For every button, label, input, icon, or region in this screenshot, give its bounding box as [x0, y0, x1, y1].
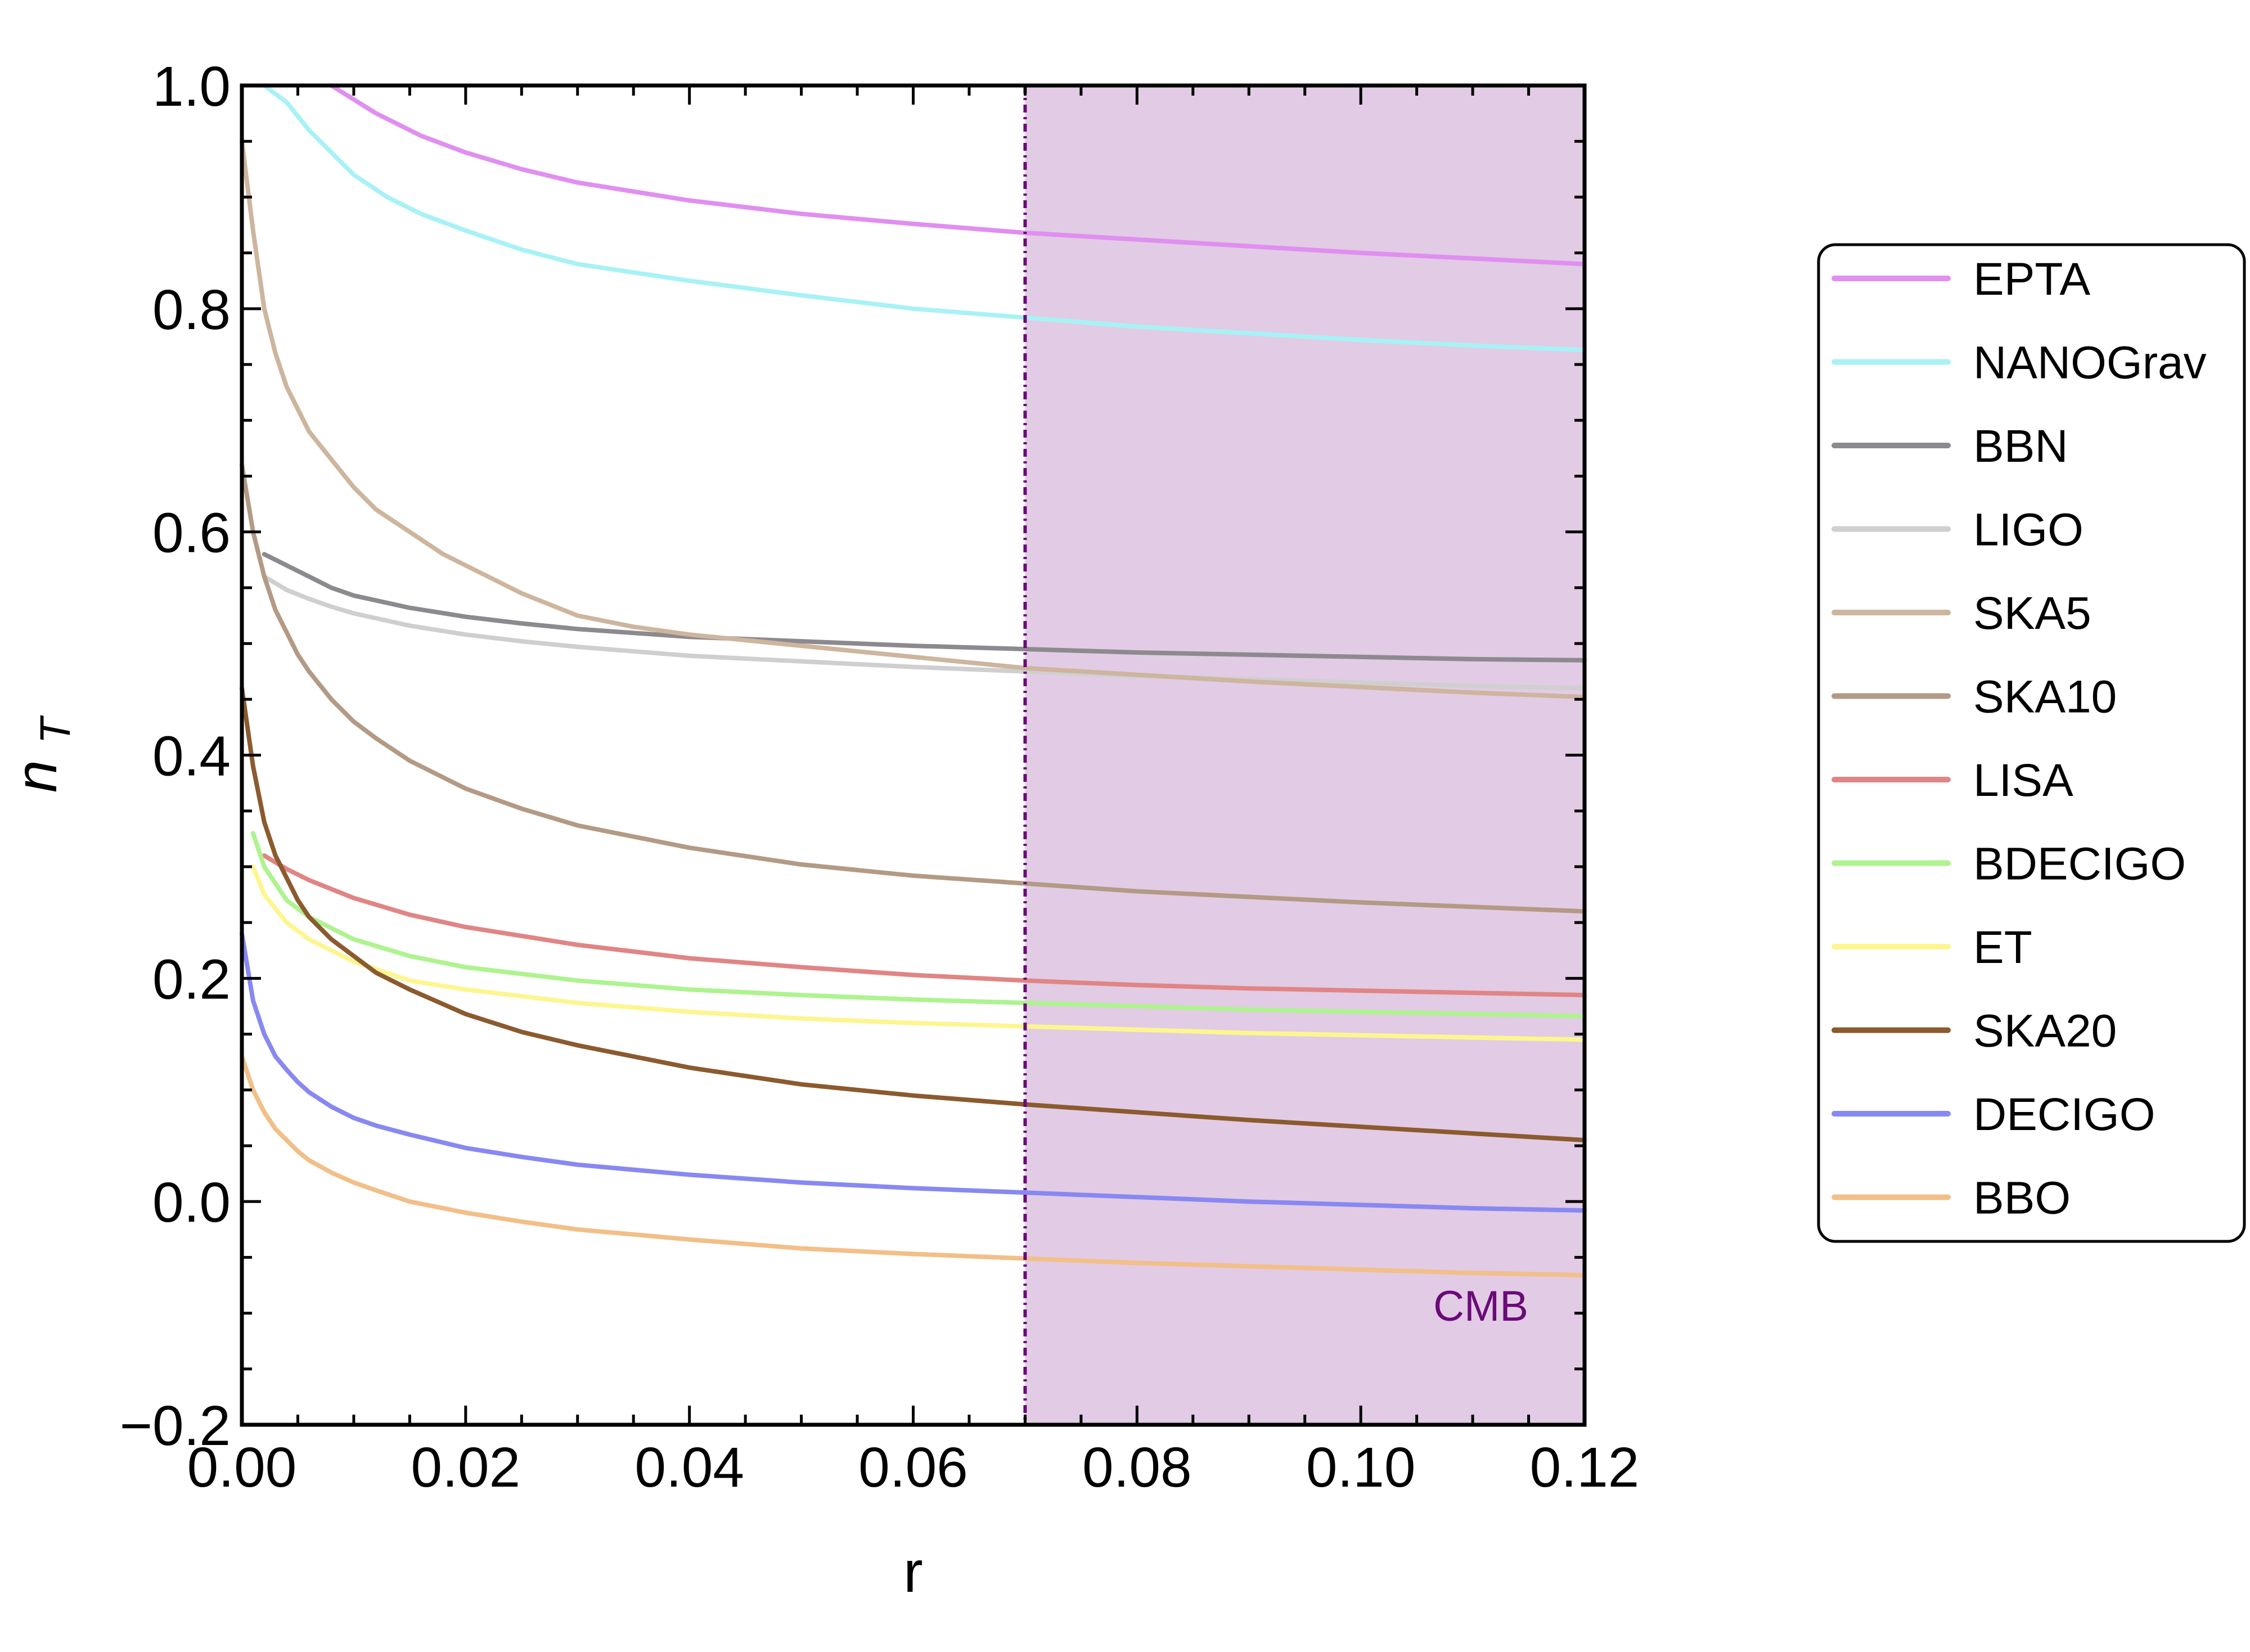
legend-label-ska20: SKA20	[1973, 1006, 2117, 1057]
x-tick-label: 0.00	[187, 1436, 297, 1499]
x-axis-ticks: 0.00 0.02 0.04 0.06 0.08 0.10 0.12	[187, 85, 1640, 1499]
plot-area: CMB	[240, 83, 1587, 1427]
legend: EPTA NANOGrav BBN LIGO SKA5 SKA10 LISA BDECIGO E…	[1817, 243, 2246, 1243]
y-axis-ticks: −0.2 0.0 0.2 0.4 0.6 0.8 1.0	[120, 55, 1585, 1457]
y-tick-label: 1.0	[152, 55, 231, 118]
series-line-decigo	[240, 931, 1587, 1213]
cmb-label: CMB	[1433, 1282, 1528, 1330]
x-tick-label: 0.12	[1530, 1436, 1640, 1499]
series-line-bbo	[240, 1054, 1587, 1278]
legend-label-et: ET	[1973, 922, 2032, 973]
legend-label-lisa: LISA	[1973, 755, 2073, 806]
x-tick-label: 0.06	[858, 1436, 968, 1499]
x-axis-label: r	[903, 1540, 923, 1605]
legend-label-nanograv: NANOGrav	[1973, 337, 2207, 389]
legend-label-ska10: SKA10	[1973, 672, 2117, 723]
series-line-ligo	[262, 574, 1587, 691]
legend-box	[1817, 243, 2246, 1243]
legend-label-bdecigo: BDECIGO	[1973, 839, 2186, 890]
series-line-nanograv	[262, 83, 1587, 353]
series-line-et	[250, 864, 1587, 1042]
series-line-epta	[329, 83, 1587, 267]
series-line-ska20	[240, 686, 1587, 1142]
legend-items: EPTA NANOGrav BBN LIGO SKA5 SKA10 LISA BDECIGO E…	[1832, 254, 2207, 1224]
cmb-shaded-region	[1025, 85, 1585, 1425]
y-axis-label-subscript: T	[32, 715, 79, 744]
x-tick-label: 0.04	[634, 1436, 744, 1499]
y-axis-label: n T	[4, 715, 79, 793]
legend-label-bbo: BBO	[1973, 1173, 2071, 1224]
x-tick-label: 0.10	[1306, 1436, 1416, 1499]
series-line-lisa	[262, 853, 1587, 998]
y-tick-label: 0.4	[152, 725, 231, 788]
y-tick-label: 0.0	[152, 1171, 231, 1234]
x-tick-label: 0.08	[1082, 1436, 1192, 1499]
legend-label-bbn: BBN	[1973, 421, 2068, 472]
series-layer	[240, 83, 1587, 1278]
legend-label-ligo: LIGO	[1973, 505, 2084, 556]
y-tick-label: −0.2	[120, 1394, 231, 1457]
series-line-ska5	[240, 139, 1587, 700]
legend-label-decigo: DECIGO	[1973, 1089, 2155, 1140]
series-line-bbn	[262, 552, 1587, 663]
series-line-ska10	[240, 462, 1587, 914]
y-tick-label: 0.8	[152, 278, 231, 341]
x-tick-label: 0.02	[411, 1436, 521, 1499]
legend-label-epta: EPTA	[1973, 254, 2090, 305]
y-tick-label: 0.2	[152, 948, 231, 1011]
y-axis-label-main: n	[4, 760, 69, 793]
y-tick-label: 0.6	[152, 502, 231, 565]
legend-label-ska5: SKA5	[1973, 588, 2091, 639]
